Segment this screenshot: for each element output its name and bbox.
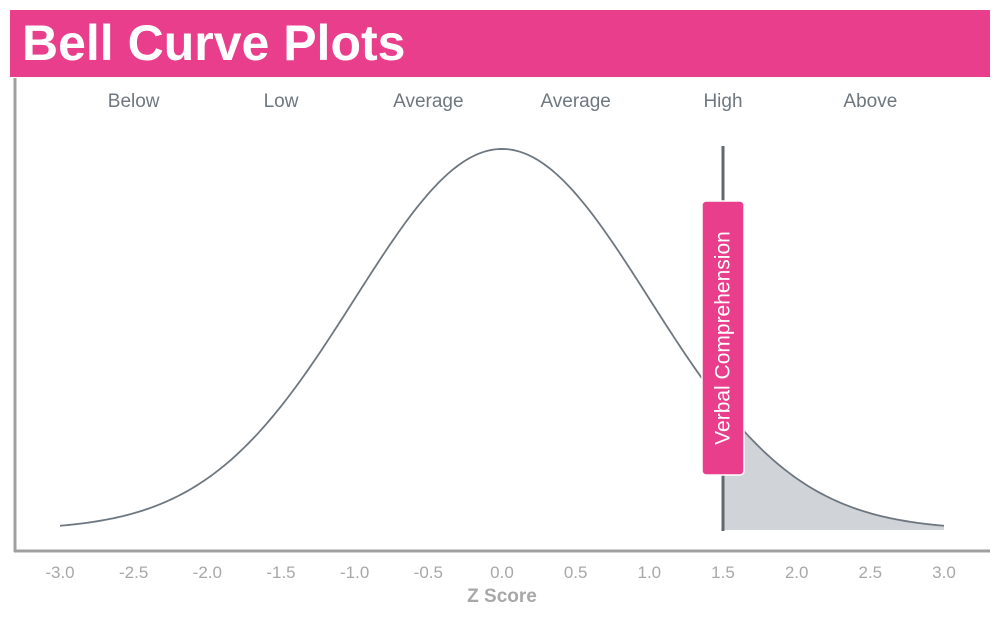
x-tick-label: -3.0 — [45, 563, 74, 582]
range-label: High — [703, 91, 742, 112]
x-tick-label: 1.5 — [711, 563, 735, 582]
range-label: Below — [108, 91, 160, 112]
x-tick-labels: -3.0 -2.5 -2.0 -1.5 -1.0 -0.5 0.0 0.5 1.0 1.5 2.0 2… — [45, 563, 955, 582]
range-label: Above — [843, 91, 897, 112]
x-tick-label: -0.5 — [414, 563, 443, 582]
range-label: Low — [264, 91, 299, 112]
x-tick-label: 0.0 — [490, 563, 514, 582]
x-tick-label: -2.0 — [193, 563, 222, 582]
x-tick-label: 0.5 — [564, 563, 588, 582]
shaded-tail-area — [723, 406, 944, 530]
x-tick-label: 3.0 — [932, 563, 956, 582]
bell-curve-line — [59, 148, 945, 527]
marker-label-text: Verbal Comprehension — [712, 231, 735, 445]
range-labels: Below Low Average Average High Above — [108, 91, 897, 112]
x-tick-label: -1.0 — [340, 563, 369, 582]
page-title: Bell Curve Plots — [22, 15, 406, 71]
x-tick-label: 1.0 — [638, 563, 662, 582]
x-tick-label: -1.5 — [266, 563, 295, 582]
range-label: Average — [540, 91, 610, 112]
x-tick-label: 2.0 — [785, 563, 809, 582]
range-label: Average — [393, 91, 463, 112]
title-banner: Bell Curve Plots — [10, 10, 990, 77]
marker-label: Verbal Comprehension — [701, 200, 745, 476]
marker-label-box — [701, 200, 745, 476]
x-tick-label: -2.5 — [119, 563, 148, 582]
x-axis-label: Z Score — [467, 586, 537, 607]
x-tick-label: 2.5 — [859, 563, 883, 582]
